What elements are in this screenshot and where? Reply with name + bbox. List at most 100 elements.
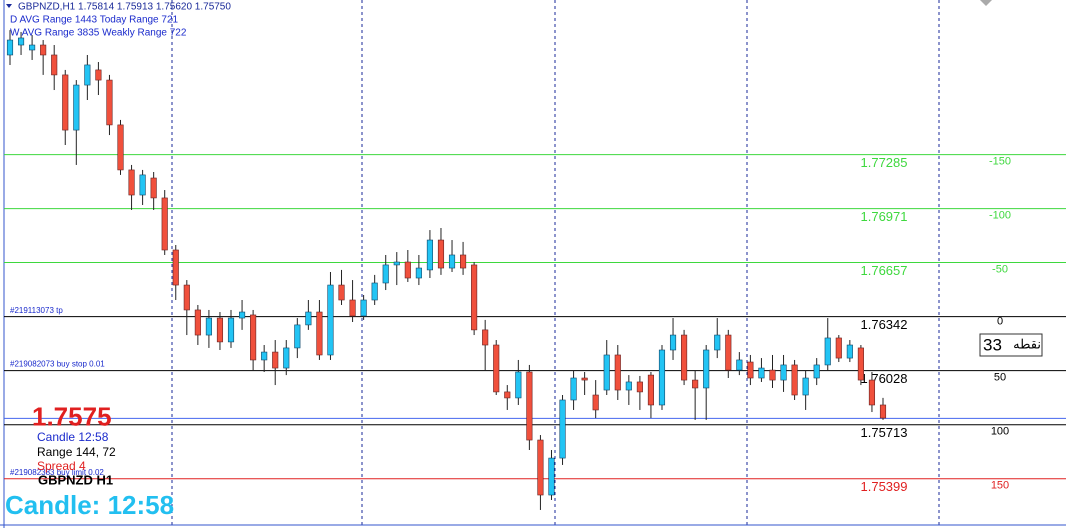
candle-body xyxy=(29,44,36,51)
candle-body xyxy=(6,39,14,56)
level-price: 1.76971 xyxy=(861,209,908,224)
candle-body xyxy=(437,239,445,269)
candle-body xyxy=(426,239,433,271)
candle-body xyxy=(614,354,621,391)
level-price: 1.75399 xyxy=(861,479,908,494)
candle-body xyxy=(51,54,58,76)
level-offset: 150 xyxy=(991,480,1009,492)
candle-body xyxy=(338,284,345,301)
info-range: Range 144, 72 xyxy=(37,445,116,459)
candle-body xyxy=(824,337,831,366)
candle-body xyxy=(73,84,80,131)
candle-body xyxy=(261,351,268,361)
candle-body xyxy=(857,347,864,381)
candle-body xyxy=(669,334,677,351)
candle-body xyxy=(194,309,201,336)
level-price: 1.75713 xyxy=(861,425,908,440)
candle-body xyxy=(117,124,124,171)
candle-body xyxy=(725,334,732,371)
header-line: D AVG Range 1443 Today Range 721 xyxy=(10,15,179,26)
candle-body xyxy=(658,349,666,406)
candle-body xyxy=(835,337,842,359)
candle-body xyxy=(570,377,577,401)
candle-body xyxy=(216,317,224,343)
candle-body xyxy=(272,351,279,369)
info-spread: Spread 4 xyxy=(37,459,86,473)
candle-body xyxy=(17,37,25,46)
candle-body xyxy=(802,377,809,396)
candle-body xyxy=(559,399,566,459)
candle-body xyxy=(548,457,555,496)
candle-body xyxy=(581,377,588,381)
header-title: GBPNZD,H1 1.75814 1.75913 1.75620 1.7575… xyxy=(18,2,231,13)
candle-body xyxy=(139,174,146,196)
candle-body xyxy=(172,249,179,286)
level-price: 1.76342 xyxy=(861,317,908,332)
level-offset: 100 xyxy=(991,426,1009,438)
candle-body xyxy=(128,169,135,196)
candle-body xyxy=(879,404,887,419)
level-offset: -150 xyxy=(989,156,1011,168)
corner-marker xyxy=(980,0,992,6)
level-price: 1.76028 xyxy=(861,371,908,386)
info-candle: Candle 12:58 xyxy=(37,430,109,444)
candle-body xyxy=(846,344,853,359)
candle-body xyxy=(592,394,599,411)
candle-body xyxy=(780,364,787,381)
candle-body xyxy=(404,261,411,279)
candle-body xyxy=(460,254,467,269)
candle-body xyxy=(415,267,422,279)
points-box xyxy=(979,333,1043,357)
level-offset: 0 xyxy=(997,316,1003,328)
candle-body xyxy=(382,264,389,284)
candle-body xyxy=(294,324,301,349)
candle-body xyxy=(791,364,798,396)
candle-body xyxy=(205,317,212,336)
candle-body xyxy=(636,381,643,393)
candle-body xyxy=(526,371,533,441)
candle-body xyxy=(493,344,500,393)
candle-body xyxy=(106,79,113,126)
points-unit: نقطه xyxy=(1013,336,1041,351)
candle-body xyxy=(327,284,334,356)
collapse-arrow xyxy=(6,4,12,8)
info-symbol: GBPNZD H1 xyxy=(38,472,113,487)
vertical-grid xyxy=(171,0,940,528)
candle-body xyxy=(305,311,312,326)
candle-body xyxy=(813,364,820,379)
candle-body xyxy=(482,329,489,346)
candle-body xyxy=(681,334,688,381)
candle-body xyxy=(758,367,765,379)
candle-body xyxy=(692,379,699,389)
candle-body xyxy=(316,311,323,356)
points-value: 33 xyxy=(983,335,1002,354)
candle-body xyxy=(227,317,235,343)
plot: 1.77285 -150 1.76971 -100 1.76657 -50 1.76342 0… xyxy=(4,30,1066,510)
candle-body xyxy=(625,381,632,391)
big-candle-timer: Candle: 12:58 xyxy=(5,490,174,520)
candle-body xyxy=(603,354,610,391)
bid-price: 1.7575 xyxy=(32,401,112,431)
order-label: #219113073 tp xyxy=(10,306,63,315)
level-offset: 50 xyxy=(994,372,1006,384)
candle-body xyxy=(371,282,378,301)
candle-body xyxy=(283,347,290,369)
candle-body xyxy=(62,74,69,131)
candle-body xyxy=(647,374,654,406)
header-line: W AVG Range 3835 Weakly Range 722 xyxy=(10,28,187,39)
candle-body xyxy=(183,284,190,311)
candle-body xyxy=(150,177,157,199)
candle-body xyxy=(84,64,91,86)
level-price: 1.76657 xyxy=(861,263,908,278)
order-label: #219082073 buy stop 0.01 xyxy=(10,360,105,369)
candle-body xyxy=(736,359,743,371)
level-offset: -100 xyxy=(989,209,1011,221)
candle-body xyxy=(448,254,456,269)
candle-body xyxy=(250,314,257,361)
candle-body xyxy=(714,334,721,351)
candle-body xyxy=(161,197,168,251)
candle-body xyxy=(868,379,876,406)
level-offset: -50 xyxy=(992,263,1008,275)
candle-body xyxy=(747,361,754,379)
